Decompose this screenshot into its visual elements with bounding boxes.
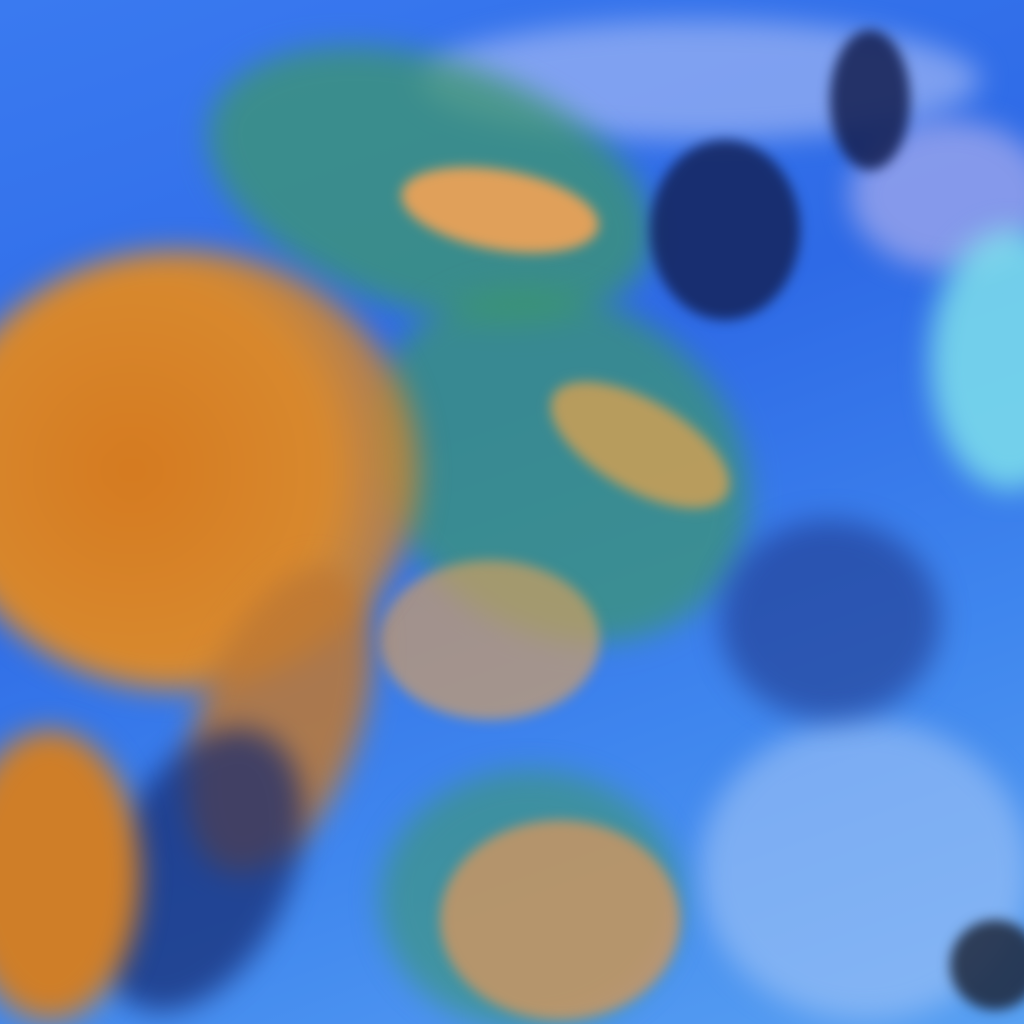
cloud-patch-orange-mid <box>380 560 600 720</box>
storm-core-southwest <box>0 730 140 1020</box>
dark-cell-east <box>720 520 940 720</box>
dark-cell-northeast <box>650 140 800 320</box>
dark-cell-bottom-right <box>950 920 1024 1010</box>
dark-cell-top-right <box>830 30 910 170</box>
cloud-patch-orange-south <box>440 820 680 1020</box>
